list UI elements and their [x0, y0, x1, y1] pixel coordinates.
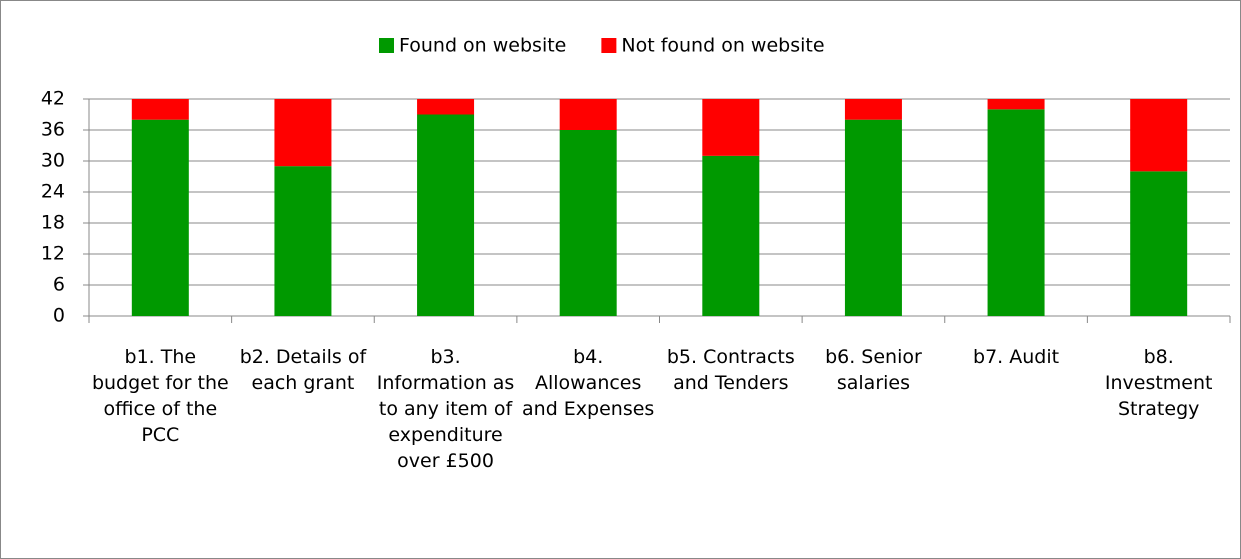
x-tick-label: b6. Senior salaries — [825, 346, 922, 394]
bar-segment — [274, 166, 332, 316]
legend-label: Found on website — [399, 35, 566, 57]
bar-segment — [559, 99, 617, 130]
y-tick-label: 0 — [53, 305, 65, 327]
bar-segment — [417, 99, 475, 115]
y-tick-label: 6 — [53, 274, 65, 296]
bar-segment — [559, 130, 617, 316]
legend-label: Not found on website — [621, 35, 824, 57]
x-tick-label: b2. Details of each grant — [239, 346, 367, 394]
y-tick-label: 12 — [41, 243, 65, 265]
bar-segment — [274, 99, 332, 167]
bar-segment — [844, 99, 902, 120]
y-tick-label: 18 — [41, 212, 65, 234]
x-tick-label: b1. The budget for the office of the PCC — [91, 346, 229, 446]
legend-swatch — [379, 38, 394, 53]
bar-segment — [131, 99, 189, 120]
x-tick-label: b5. Contracts and Tenders — [666, 346, 795, 394]
legend-swatch — [601, 38, 617, 53]
bar-segment — [987, 109, 1045, 316]
x-tick-label: b3. Information as to any item of expend… — [376, 346, 515, 472]
y-tick-label: 30 — [41, 150, 65, 172]
y-tick-label: 24 — [41, 181, 65, 203]
bar-segment — [702, 155, 760, 316]
y-tick-label: 42 — [41, 88, 65, 110]
x-tick-label: b7. Audit — [973, 346, 1060, 368]
x-tick-label: b4. Allowances and Expenses — [522, 346, 655, 420]
bar-segment — [702, 99, 760, 156]
bar-segment — [1130, 171, 1188, 316]
x-tick-label: b8. Investment Strategy — [1104, 346, 1213, 420]
bar-segment — [1130, 99, 1188, 172]
y-tick-label: 36 — [41, 119, 65, 141]
bar-segment — [844, 119, 902, 317]
bar-segment — [417, 114, 475, 316]
bar-segment — [987, 99, 1045, 110]
bar-segment — [131, 119, 189, 317]
